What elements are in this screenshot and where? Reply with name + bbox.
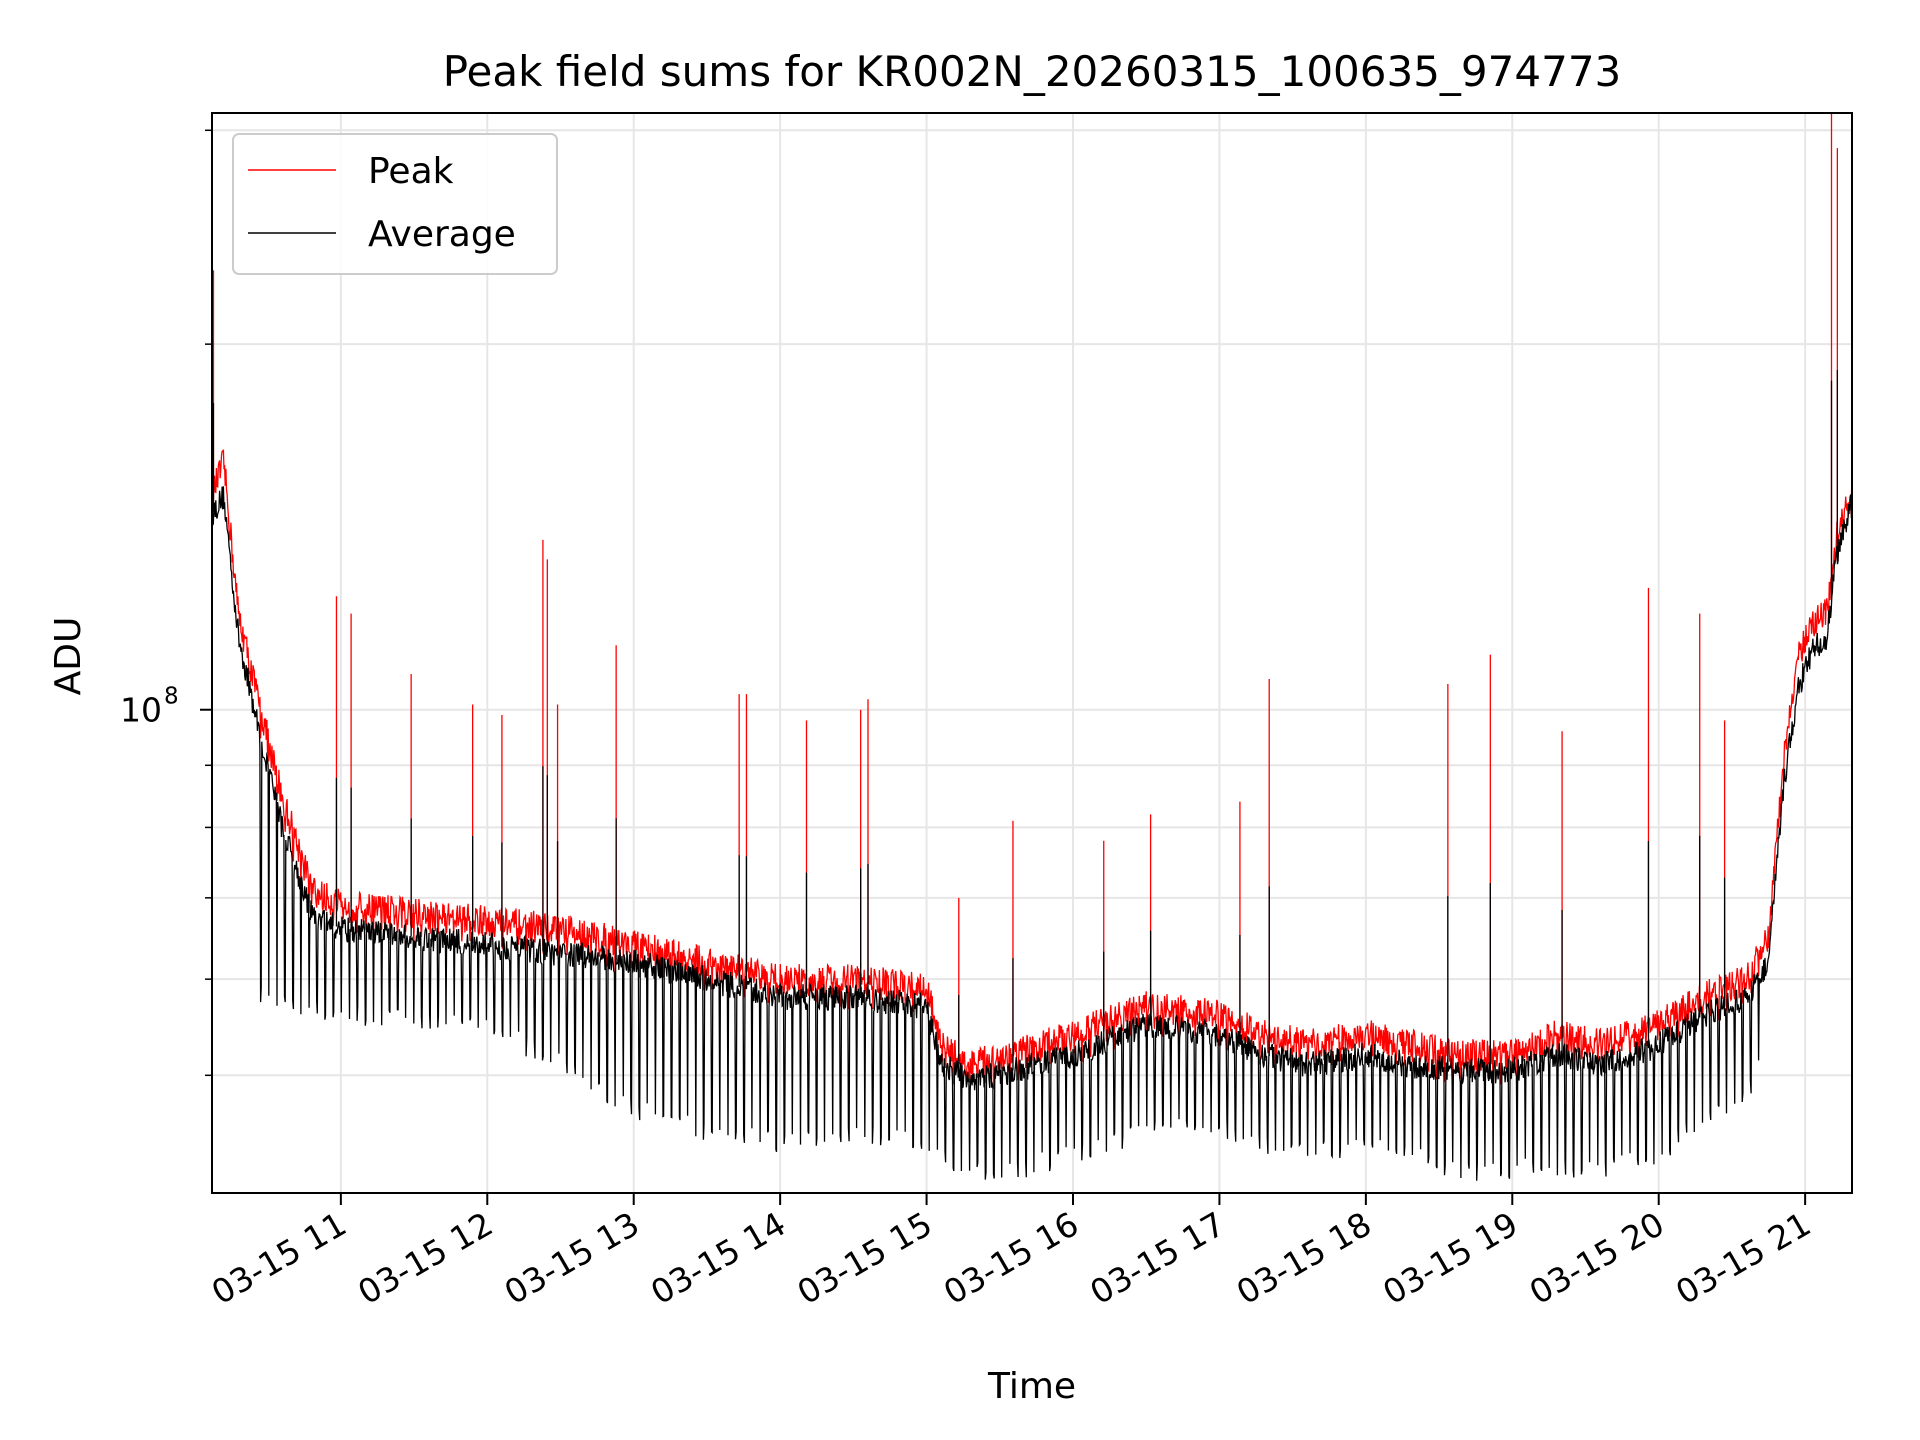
plot-frame [211, 112, 1853, 1194]
grid-layer [212, 113, 1852, 1193]
x-tick-label: 03-15 15 [791, 1204, 939, 1312]
x-tick-label: 03-15 18 [1230, 1204, 1378, 1312]
x-tick-label: 03-15 12 [351, 1204, 499, 1312]
legend-label-average: Average [368, 214, 516, 255]
y-tick-label-base: 10 [120, 691, 162, 730]
legend-box [232, 133, 558, 275]
x-tick-label: 03-15 17 [1083, 1204, 1231, 1312]
y-axis-label: ADU [48, 617, 89, 696]
x-tick-label: 03-15 19 [1376, 1204, 1524, 1312]
series-line-average [211, 486, 1853, 1181]
y-tick-label-exponent: 8 [164, 684, 179, 710]
chart-title: Peak field sums for KR002N_20260315_1006… [443, 47, 1622, 96]
plot-area [212, 113, 1852, 1193]
x-tick-label: 03-15 11 [205, 1204, 353, 1312]
x-tick-label: 03-15 21 [1669, 1204, 1817, 1312]
legend: Peak Average [232, 133, 558, 275]
x-tick-label: 03-15 16 [937, 1204, 1085, 1312]
x-tick-label: 03-15 20 [1523, 1204, 1671, 1312]
x-axis-label: Time [987, 1366, 1076, 1407]
x-tick-label: 03-15 13 [498, 1204, 646, 1312]
x-tick-label: 03-15 14 [644, 1204, 792, 1312]
series-layer [211, 114, 1853, 1181]
legend-label-peak: Peak [368, 151, 454, 192]
